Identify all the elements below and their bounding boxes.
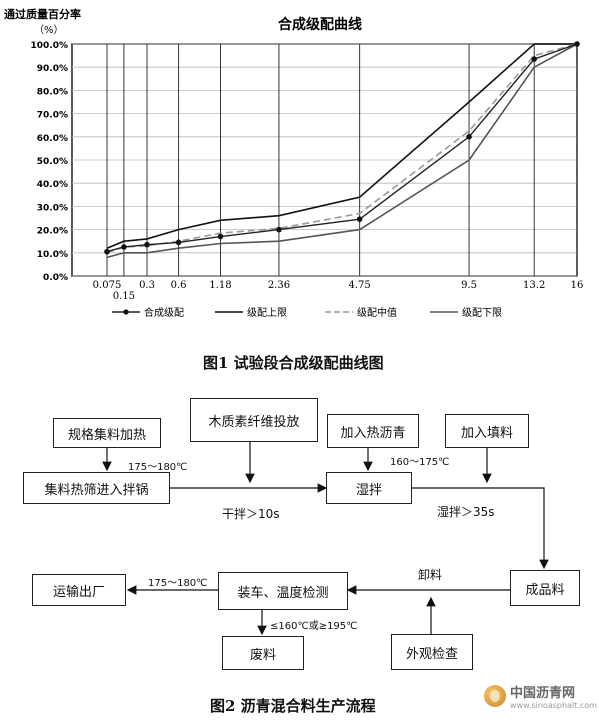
x-tick-label: 1.18	[209, 280, 231, 291]
chart-series-group	[104, 41, 580, 259]
chart-grid	[71, 43, 578, 277]
x-tick-label: 13.2	[523, 280, 545, 291]
box-load-temp: 装车、温度检测	[218, 572, 348, 610]
figure1-caption: 图1 试验段合成级配曲线图	[203, 354, 384, 372]
series-point	[356, 216, 363, 222]
watermark-name: 中国沥青网	[510, 686, 576, 701]
box-spec-heat: 规格集料加热	[53, 418, 161, 448]
box-finished: 成品料	[510, 570, 580, 606]
series-point	[574, 41, 580, 47]
box-transport: 运输出厂	[32, 574, 126, 606]
watermark-url: www.sinoasphalt.com	[510, 701, 597, 710]
series-line	[106, 43, 577, 249]
legend-label: 级配上限	[247, 307, 287, 319]
y-tick-label: 0.0%	[43, 273, 68, 283]
x-tick-label: 0.15	[113, 291, 135, 302]
watermark-logo: 中国沥青网 www.sinoasphalt.com	[484, 682, 597, 710]
box-appearance: 外观检查	[391, 634, 473, 670]
series-point	[276, 226, 282, 233]
box-wood-fiber: 木质素纤维投放	[190, 398, 318, 442]
y-tick-label: 50.0%	[37, 157, 68, 167]
gradation-chart: 合成级配曲线 通过质量百分率 （%） 0.0% 10.0% 20.0% 30.0% 40…	[4, 7, 584, 319]
y-tick-label: 100.0%	[31, 41, 69, 51]
box-screen-mixer: 集料热筛进入拌锅	[23, 472, 170, 504]
box-wet-mix: 湿拌	[326, 472, 412, 504]
legend-label: 级配中值	[357, 306, 397, 319]
label-unload: 卸料	[418, 568, 443, 582]
y-tick-label: 10.0%	[37, 250, 68, 260]
box-add-asphalt: 加入热沥青	[327, 414, 419, 448]
y-tick-label: 20.0%	[37, 227, 68, 237]
x-tick-label: 0.6	[171, 280, 187, 291]
x-tick-label: 16	[571, 280, 584, 291]
legend-label: 合成级配	[144, 306, 184, 319]
x-tick-label: 0.3	[139, 280, 155, 291]
series-point	[121, 244, 127, 250]
label-reject: ≤160℃或≥195℃	[270, 621, 358, 632]
y-tick-label: 90.0%	[37, 64, 68, 74]
legend-marker	[123, 309, 129, 315]
series-point	[466, 134, 472, 140]
y-tick-label: 30.0%	[37, 203, 68, 213]
x-tick-label: 2.36	[268, 280, 290, 291]
asphalt-logo-icon	[484, 685, 506, 707]
arrow-wetmix-to-finished	[412, 487, 549, 570]
x-tick-label: 4.75	[349, 280, 371, 291]
y-axis-label: 通过质量百分率	[4, 7, 81, 21]
label-wet-mix-time: 湿拌＞35s	[437, 505, 495, 519]
series-point	[531, 56, 537, 62]
series-point	[175, 239, 182, 246]
box-add-filler: 加入填料	[445, 414, 529, 448]
series-line	[106, 43, 578, 254]
chart-title: 合成级配曲线	[278, 16, 362, 33]
x-tick-label: 9.5	[461, 280, 477, 291]
figure2-caption: 图2 沥青混合料生产流程	[210, 697, 376, 715]
label-temp2: 160～175℃	[390, 457, 450, 468]
label-dry-mix: 干拌＞10s	[222, 507, 280, 521]
chart-legend: 合成级配 级配上限 级配中值 级配下限	[112, 306, 502, 319]
y-tick-labels: 0.0% 10.0% 20.0% 30.0% 40.0% 50.0% 60.0% 70.0% 8…	[31, 41, 69, 283]
y-tick-label: 70.0%	[37, 111, 68, 121]
series-point	[104, 248, 110, 255]
y-tick-label: 60.0%	[37, 134, 68, 144]
label-temp1: 175～180℃	[128, 462, 188, 473]
y-axis-unit: （%）	[34, 24, 64, 36]
legend-label: 级配下限	[462, 307, 502, 319]
y-tick-label: 80.0%	[37, 87, 68, 97]
series-line	[106, 43, 578, 253]
box-waste: 废料	[222, 636, 304, 670]
label-temp3: 175～180℃	[148, 578, 208, 589]
x-tick-label: 0.075	[93, 280, 122, 291]
series-line	[106, 43, 578, 259]
y-tick-label: 40.0%	[37, 180, 68, 190]
series-point	[144, 241, 150, 248]
series-point	[217, 233, 224, 240]
